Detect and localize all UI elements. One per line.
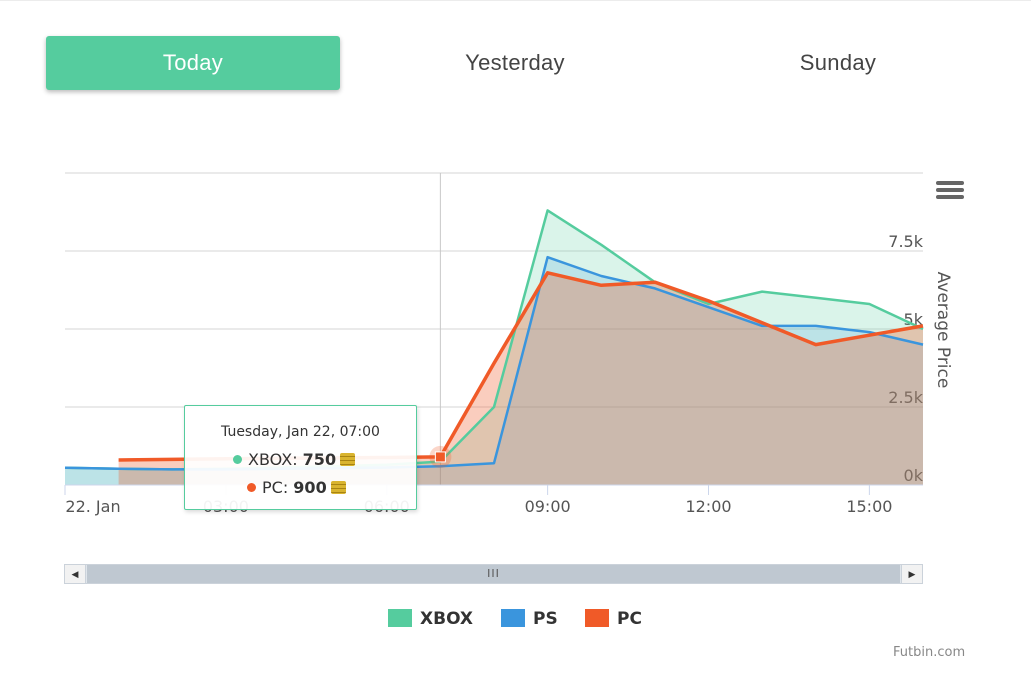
tooltip-label-xbox: XBOX:: [248, 450, 303, 469]
tooltip-value-pc: 900: [293, 478, 327, 497]
legend-swatch-xbox: [388, 609, 412, 627]
legend-label-pc: PC: [617, 609, 642, 629]
area-xbox: [65, 210, 923, 485]
credits-link[interactable]: Futbin.com: [893, 645, 966, 660]
chart-tooltip: Tuesday, Jan 22, 07:00 XBOX: 750 PC: 900: [184, 405, 417, 510]
x-tick-label: 22. Jan: [65, 497, 120, 516]
chart-areas: [65, 210, 924, 485]
legend-label-xbox: XBOX: [420, 609, 474, 629]
y-tick-label: 5k: [904, 310, 924, 329]
y-tick-label: 0k: [904, 466, 924, 485]
y-tick-label: 2.5k: [888, 388, 923, 407]
scroll-right-button[interactable]: ▶: [901, 565, 922, 583]
tab-today[interactable]: Today: [46, 36, 340, 90]
area-pc: [118, 272, 924, 485]
y-tick-label: 7.5k: [888, 232, 923, 251]
area-ps: [65, 257, 923, 485]
legend-swatch-pc: [585, 609, 609, 627]
coins-icon: [330, 481, 346, 494]
legend-item-ps[interactable]: PS: [501, 607, 561, 633]
chart-markers: [429, 445, 452, 468]
legend-item-xbox[interactable]: XBOX: [388, 607, 478, 633]
chart-scrollbar[interactable]: ◀ III ▶: [64, 564, 923, 584]
x-tick-label: 15:00: [846, 497, 892, 516]
coins-icon: [340, 453, 356, 466]
xbox-dot-icon: [233, 455, 242, 464]
legend-label-ps: PS: [533, 609, 558, 629]
day-tabs: Today Yesterday Sunday: [46, 36, 991, 91]
scroll-left-button[interactable]: ◀: [65, 565, 86, 583]
chart-menu-button[interactable]: [934, 178, 966, 206]
y-axis-label: Average Price: [933, 272, 953, 389]
tab-yesterday[interactable]: Yesterday: [465, 50, 565, 75]
x-tick-label: 12:00: [685, 497, 731, 516]
tooltip-row-pc: PC: 900: [247, 478, 346, 497]
chart-grid: 0k 2.5k 5k 7.5k: [65, 172, 924, 485]
pc-dot-icon: [247, 483, 256, 492]
x-tick-label: 09:00: [525, 497, 571, 516]
hamburger-menu-icon: [936, 181, 964, 185]
tooltip-label-pc: PC:: [262, 478, 294, 497]
scrollbar-thumb[interactable]: III: [87, 565, 900, 583]
tab-sunday[interactable]: Sunday: [799, 50, 877, 75]
legend-swatch-ps: [501, 609, 525, 627]
tooltip-value-xbox: 750: [302, 450, 337, 469]
top-border: [0, 0, 1031, 1]
tooltip-row-xbox: XBOX: 750: [233, 450, 356, 469]
legend-item-pc[interactable]: PC: [585, 607, 645, 633]
hover-marker-pc: [434, 451, 446, 463]
tooltip-title: Tuesday, Jan 22, 07:00: [221, 424, 380, 440]
